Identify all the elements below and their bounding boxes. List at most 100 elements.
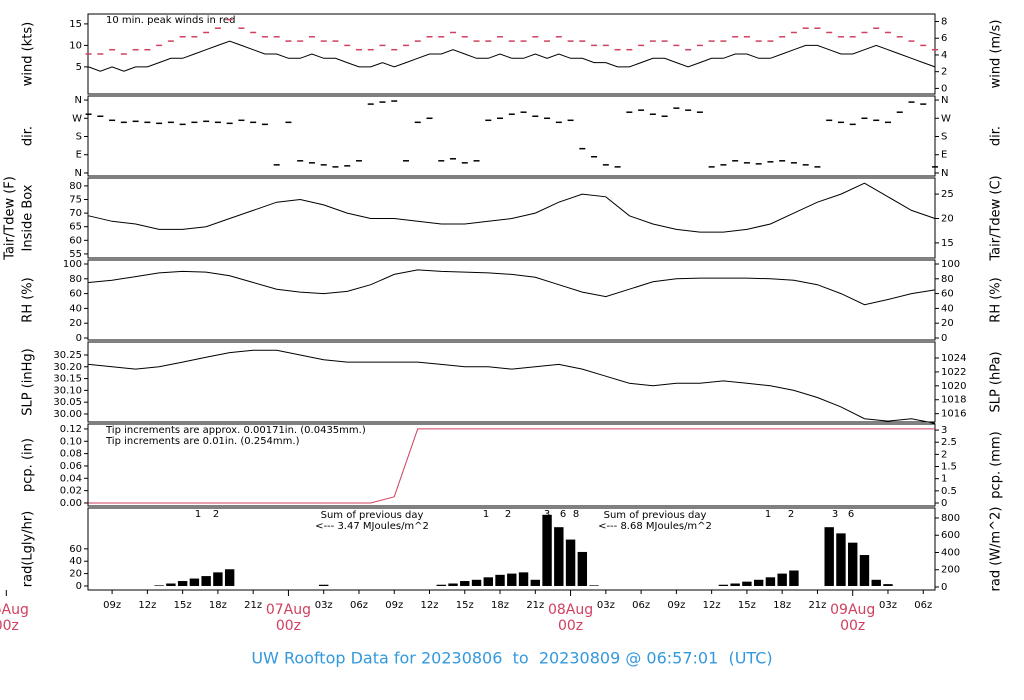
y2-tick-label: 400 [941,547,960,558]
x-tick-label: 12z [703,600,721,611]
bar [753,579,764,586]
y2-tick-label: 0.5 [941,486,957,497]
y2-tick-label: 600 [941,530,960,541]
bar [554,527,564,586]
y-tick-label: 0.02 [60,486,82,497]
annotation: 8 [573,509,579,520]
bar [836,533,846,586]
x-tick-label: 12z [421,600,439,611]
y2-tick-label: 100 [941,259,960,270]
bar [201,576,211,586]
y2-tick-label: 20 [941,318,954,329]
annotation: 1 [483,509,489,520]
y2-tick-label: W [941,113,951,124]
panel-frame [87,177,936,259]
y2-tick-label: 0 [941,83,947,94]
y-tick-label: 80 [69,181,82,192]
x-tick-label: 15z [738,600,756,611]
day-label: 00z [276,618,301,634]
bar [859,555,870,586]
x-tick-label: 18z [209,600,227,611]
y2-tick-label: 1020 [941,381,966,392]
y2-tick-label: 15 [941,238,954,249]
y-tick-label: 0 [76,333,82,344]
y2-tick-label: 20 [941,213,954,224]
bar [189,578,200,586]
y-tick-label: 10 [69,40,82,51]
bar [530,579,541,586]
annotation: 1 [195,509,201,520]
y-axis-label: Tair/Tdew (F) [3,176,18,261]
y-tick-label: 65 [69,222,82,233]
panel-frame [87,423,936,507]
y-tick-label: 30.15 [53,374,82,385]
annotation: <--- 8.68 MJoules/m^2 [598,521,712,532]
y2-tick-label: 0 [941,582,947,593]
x-tick-label: 09z [103,600,121,611]
bar [883,584,893,586]
y2-tick-label: 1018 [941,395,966,406]
y2-tick-label: 25 [941,189,954,200]
y2-axis-label: dir. [989,126,1004,146]
day-label: 00z [558,618,583,634]
bar [436,584,446,586]
y-tick-label: 60 [69,289,82,300]
y2-tick-label: 40 [941,303,954,314]
x-tick-label: 15z [456,600,474,611]
bar [730,583,740,586]
y2-axis-label: RH (%) [989,277,1004,322]
y2-axis-label: pcp. (mm) [989,431,1004,498]
y-tick-label: 30.25 [53,350,82,361]
x-tick-label: 03z [315,600,333,611]
annotation: 1 [765,509,771,520]
x-tick-label: 03z [597,600,615,611]
bar [565,539,576,586]
x-tick-label: 12z [138,600,156,611]
y2-tick-label: 1022 [941,367,966,378]
bar [742,581,752,586]
y-tick-label: 60 [69,235,82,246]
y2-tick-label: 60 [941,289,954,300]
bar [577,551,588,586]
annotation: 3 [544,509,550,520]
y-tick-label: 0 [76,581,82,592]
x-tick-label: 06z [914,600,932,611]
y-tick-label: 0.04 [60,473,82,484]
annotation: Sum of previous day [604,510,707,521]
y-tick-label: 30.05 [53,397,82,408]
y-tick-label: E [76,150,82,161]
y2-tick-label: 1.5 [941,462,957,473]
y-tick-label: 40 [69,303,82,314]
y-tick-label: N [75,168,82,179]
bar [542,514,552,586]
y2-tick-label: 80 [941,274,954,285]
day-label: 08Aug [548,602,593,618]
x-tick-label: 06z [632,600,650,611]
y-axis-label: pcp. (in) [21,438,36,492]
bar [319,584,329,586]
y2-tick-label: 8 [941,17,947,28]
annotation: 2 [505,509,511,520]
bar [871,579,881,586]
y-tick-label: 55 [69,249,82,260]
y2-tick-label: N [941,95,948,106]
y2-axis-label: rad (W/m^2) [989,507,1004,592]
y-tick-label: 20 [69,569,82,580]
bar [213,572,223,586]
annotation: 6 [848,509,854,520]
y-tick-label: 0.00 [60,498,82,509]
y2-axis-label: wind (m/s) [989,20,1004,89]
y-tick-label: 70 [69,208,82,219]
bar [471,579,482,586]
annotation: 10 min. peak winds in red [106,15,235,26]
bar [483,577,493,586]
y2-tick-label: 0 [941,333,947,344]
y-tick-label: 30.00 [53,409,82,420]
y-tick-label: 75 [69,194,82,205]
y-tick-label: 60 [69,544,82,555]
y2-tick-label: 1016 [941,409,966,420]
line [88,349,936,424]
bar [518,572,529,586]
y-tick-label: W [72,113,82,124]
